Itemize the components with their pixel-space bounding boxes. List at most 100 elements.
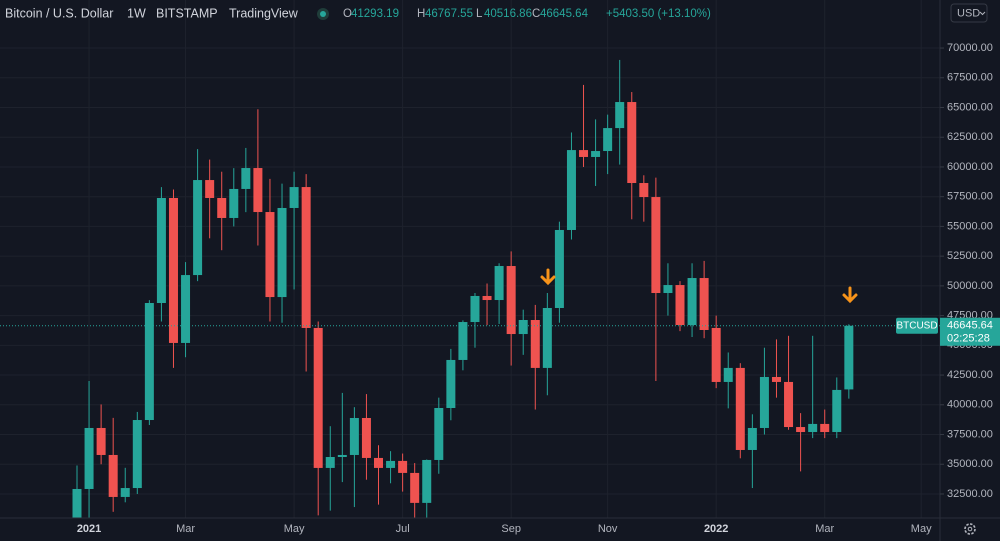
- candle-body: [205, 180, 215, 198]
- candle-body: [156, 197, 166, 303]
- candle-body: [398, 460, 408, 473]
- ohlc-value: 46645.64: [540, 8, 589, 20]
- candle-body: [711, 327, 721, 382]
- candle-body: [446, 359, 456, 409]
- candle-body: [699, 278, 709, 330]
- candle-body: [313, 327, 323, 468]
- x-tick-label: 2022: [704, 523, 728, 535]
- settings-icon-center: [967, 526, 973, 532]
- candles: [72, 59, 854, 518]
- candle-body: [844, 325, 854, 390]
- x-tick-label: 2021: [77, 523, 101, 535]
- last-price-label: 46645.64: [947, 320, 993, 332]
- candle-body: [265, 212, 275, 298]
- symbol-tag: [896, 317, 938, 334]
- candle-body: [808, 423, 818, 433]
- candle-body: [530, 320, 540, 368]
- x-tick-label: Jul: [396, 523, 410, 535]
- candle-body: [579, 150, 589, 157]
- arrow-annotation: [540, 268, 556, 286]
- candle-body: [84, 427, 94, 489]
- candle-body: [506, 266, 516, 335]
- y-tick-label: 42500.00: [947, 369, 993, 381]
- grid: [0, 0, 940, 518]
- symbol-tag-label: BTCUSD: [896, 320, 937, 331]
- y-tick-label: 40000.00: [947, 399, 993, 411]
- y-tick-label: 70000.00: [947, 42, 993, 54]
- candle-body: [603, 128, 613, 152]
- y-tick-label: 32500.00: [947, 488, 993, 500]
- candle-body: [301, 187, 311, 328]
- candle-body: [361, 417, 371, 458]
- candle-body: [253, 168, 263, 213]
- ohlc-value: 46767.55: [425, 8, 473, 20]
- candle-body: [289, 187, 299, 208]
- candle-body: [193, 180, 203, 276]
- candle-body: [627, 102, 637, 184]
- candle-body: [482, 295, 492, 301]
- currency-label[interactable]: USD: [957, 7, 980, 19]
- candle-body: [687, 278, 697, 325]
- y-tick-label: 35000.00: [947, 458, 993, 470]
- y-tick-label: 57500.00: [947, 191, 993, 203]
- currency-caret: [979, 11, 986, 16]
- candle-body: [675, 285, 685, 325]
- candle-body: [470, 295, 480, 323]
- candle-body: [663, 285, 673, 294]
- ohlc-label: L: [476, 8, 483, 20]
- y-tick-label: 67500.00: [947, 72, 993, 84]
- candle-body: [120, 488, 130, 497]
- candle-body: [410, 472, 420, 503]
- candle-body: [735, 367, 745, 450]
- ohlc-label: C: [532, 8, 540, 20]
- y-tick-label: 37500.00: [947, 428, 993, 440]
- candle-body: [168, 197, 178, 343]
- x-tick-label: Mar: [815, 523, 834, 535]
- candle-body: [241, 168, 251, 189]
- currency-button[interactable]: [950, 3, 988, 23]
- candle-body: [566, 150, 576, 230]
- ohlc-value: 41293.19: [351, 8, 399, 20]
- candle-body: [554, 229, 564, 308]
- x-tick-label: Sep: [501, 523, 521, 535]
- settings-icon[interactable]: [964, 523, 976, 535]
- candle-body: [820, 423, 830, 433]
- axes: 32500.00 35000.00 37500.00 40000.00 42500.00…: [77, 42, 993, 535]
- candle-body: [325, 456, 335, 468]
- candle-body: [615, 102, 625, 129]
- candle-body: [591, 151, 601, 157]
- candle-body: [374, 457, 383, 468]
- x-tick-label: Nov: [598, 523, 618, 535]
- candle-body: [132, 420, 142, 489]
- candle-body: [217, 197, 227, 218]
- ohlc-label: O: [343, 8, 352, 20]
- status-dot: [320, 11, 326, 17]
- y-tick-label: 65000.00: [947, 101, 993, 113]
- candle-body: [277, 207, 287, 298]
- candle-body: [759, 376, 769, 428]
- interval[interactable]: 1W: [127, 6, 146, 20]
- change: +5403.50 (+13.10%): [606, 8, 711, 20]
- candle-body: [542, 307, 552, 368]
- x-tick-label: May: [911, 523, 932, 535]
- exchange: BITSTAMP: [156, 6, 218, 20]
- ohlc-legend: O 41293.19 H 46767.55 L 40516.86 C 46645.64: [343, 8, 589, 20]
- candle-body: [337, 454, 347, 457]
- candle-body: [494, 266, 504, 301]
- candle-body: [784, 381, 794, 428]
- candle-body: [434, 408, 444, 460]
- candle-body: [796, 427, 806, 433]
- candle-body: [651, 197, 661, 294]
- candle-body: [386, 460, 396, 468]
- x-tick-label: May: [284, 523, 305, 535]
- candle-body: [458, 322, 468, 360]
- x-tick-label: Mar: [176, 523, 195, 535]
- candle-body: [72, 488, 82, 518]
- candle-body: [639, 183, 649, 198]
- candle-body: [108, 454, 118, 497]
- y-tick-label: 50000.00: [947, 280, 993, 292]
- symbol-title: Bitcoin / U.S. Dollar: [5, 6, 113, 20]
- ohlc-label: H: [417, 8, 425, 20]
- y-tick-label: 55000.00: [947, 220, 993, 232]
